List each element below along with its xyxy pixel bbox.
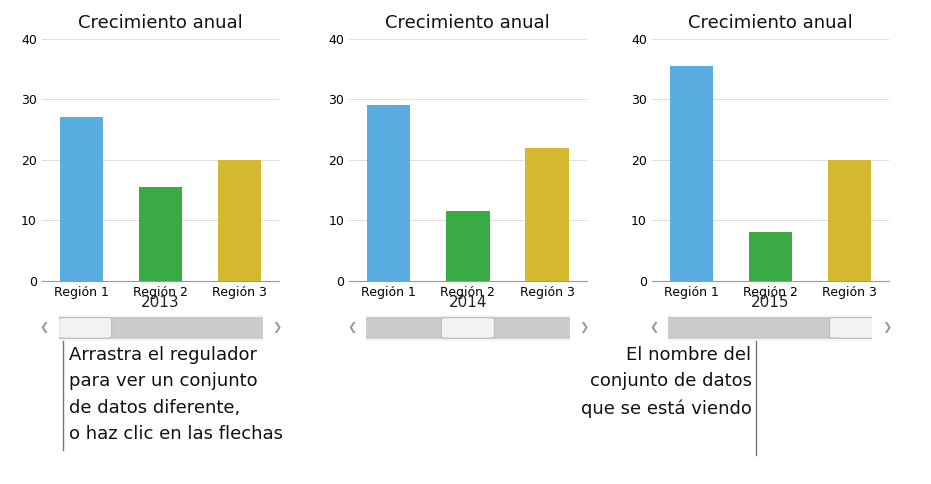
Text: ❯: ❯ [272,322,281,333]
Bar [749,232,792,281]
FancyBboxPatch shape [830,318,883,338]
Text: 2014: 2014 [449,295,487,310]
Title: Crecimiento anual: Crecimiento anual [78,14,243,31]
FancyBboxPatch shape [359,318,576,338]
Text: Arrastra el regulador
para ver un conjunto
de datos diferente,
o haz clic en las: Arrastra el regulador para ver un conjun… [69,346,283,443]
Text: ❮: ❮ [347,322,357,333]
FancyBboxPatch shape [52,318,269,338]
FancyBboxPatch shape [59,318,112,338]
Title: Crecimiento anual: Crecimiento anual [385,14,550,31]
Text: ❮: ❮ [40,322,49,333]
FancyBboxPatch shape [441,318,494,338]
FancyBboxPatch shape [662,318,879,338]
Bar [525,148,569,281]
Bar [446,211,490,281]
Title: Crecimiento anual: Crecimiento anual [688,14,853,31]
Bar [828,160,871,281]
Bar [367,105,411,281]
Bar [669,66,713,281]
Text: ❯: ❯ [579,322,588,333]
Text: 2013: 2013 [142,295,180,310]
Text: El nombre del
conjunto de datos
que se está viendo: El nombre del conjunto de datos que se e… [581,346,751,418]
Bar [60,117,103,281]
Bar [218,160,262,281]
Text: ❯: ❯ [882,322,891,333]
Text: 2015: 2015 [751,295,789,310]
Bar [139,187,182,281]
Text: ❮: ❮ [650,322,659,333]
